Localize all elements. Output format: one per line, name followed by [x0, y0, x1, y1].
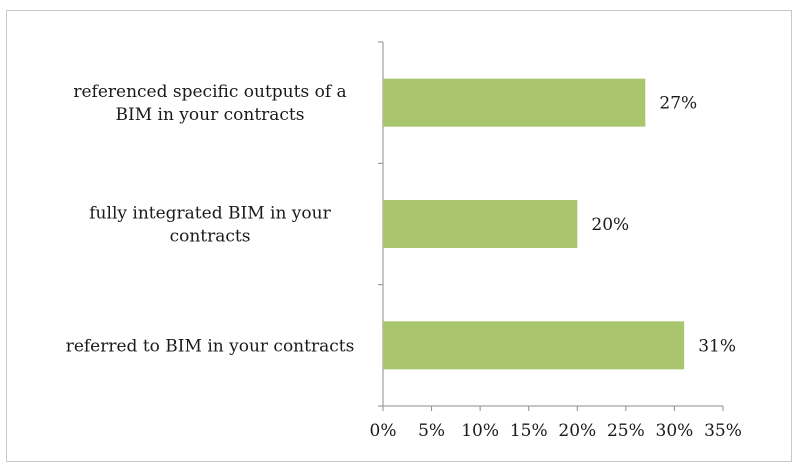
- labels: 0% 5% 10% 15% 20% 25% 30% 35% 27% referenced spec…: [66, 82, 742, 441]
- x-tick-label: 35%: [704, 421, 742, 441]
- x-tick-label: 10%: [461, 421, 499, 441]
- data-label: 27%: [659, 94, 697, 114]
- category-label-line: fully integrated BIM in your: [89, 204, 331, 224]
- data-label: 20%: [591, 215, 629, 235]
- bars: [383, 78, 685, 370]
- category-label-line: contracts: [170, 227, 251, 247]
- category-label: fully integrated BIM in your contracts: [89, 204, 331, 247]
- x-tick-label: 30%: [656, 421, 694, 441]
- category-label-line: referenced specific outputs of a: [73, 82, 346, 102]
- bar: [383, 321, 685, 370]
- category-label: referenced specific outputs of a BIM in y…: [73, 82, 346, 125]
- x-tick-label: 5%: [418, 421, 445, 441]
- x-tick-label: 20%: [558, 421, 596, 441]
- x-tick-label: 15%: [510, 421, 548, 441]
- bar: [383, 78, 646, 127]
- category-label: referred to BIM in your contracts: [66, 336, 355, 356]
- bar: [383, 200, 578, 248]
- x-tick-label: 25%: [607, 421, 645, 441]
- category-label-line: BIM in your contracts: [115, 105, 304, 125]
- data-label: 31%: [698, 336, 736, 356]
- category-label-line: referred to BIM in your contracts: [66, 336, 355, 356]
- x-tick-label: 0%: [370, 421, 397, 441]
